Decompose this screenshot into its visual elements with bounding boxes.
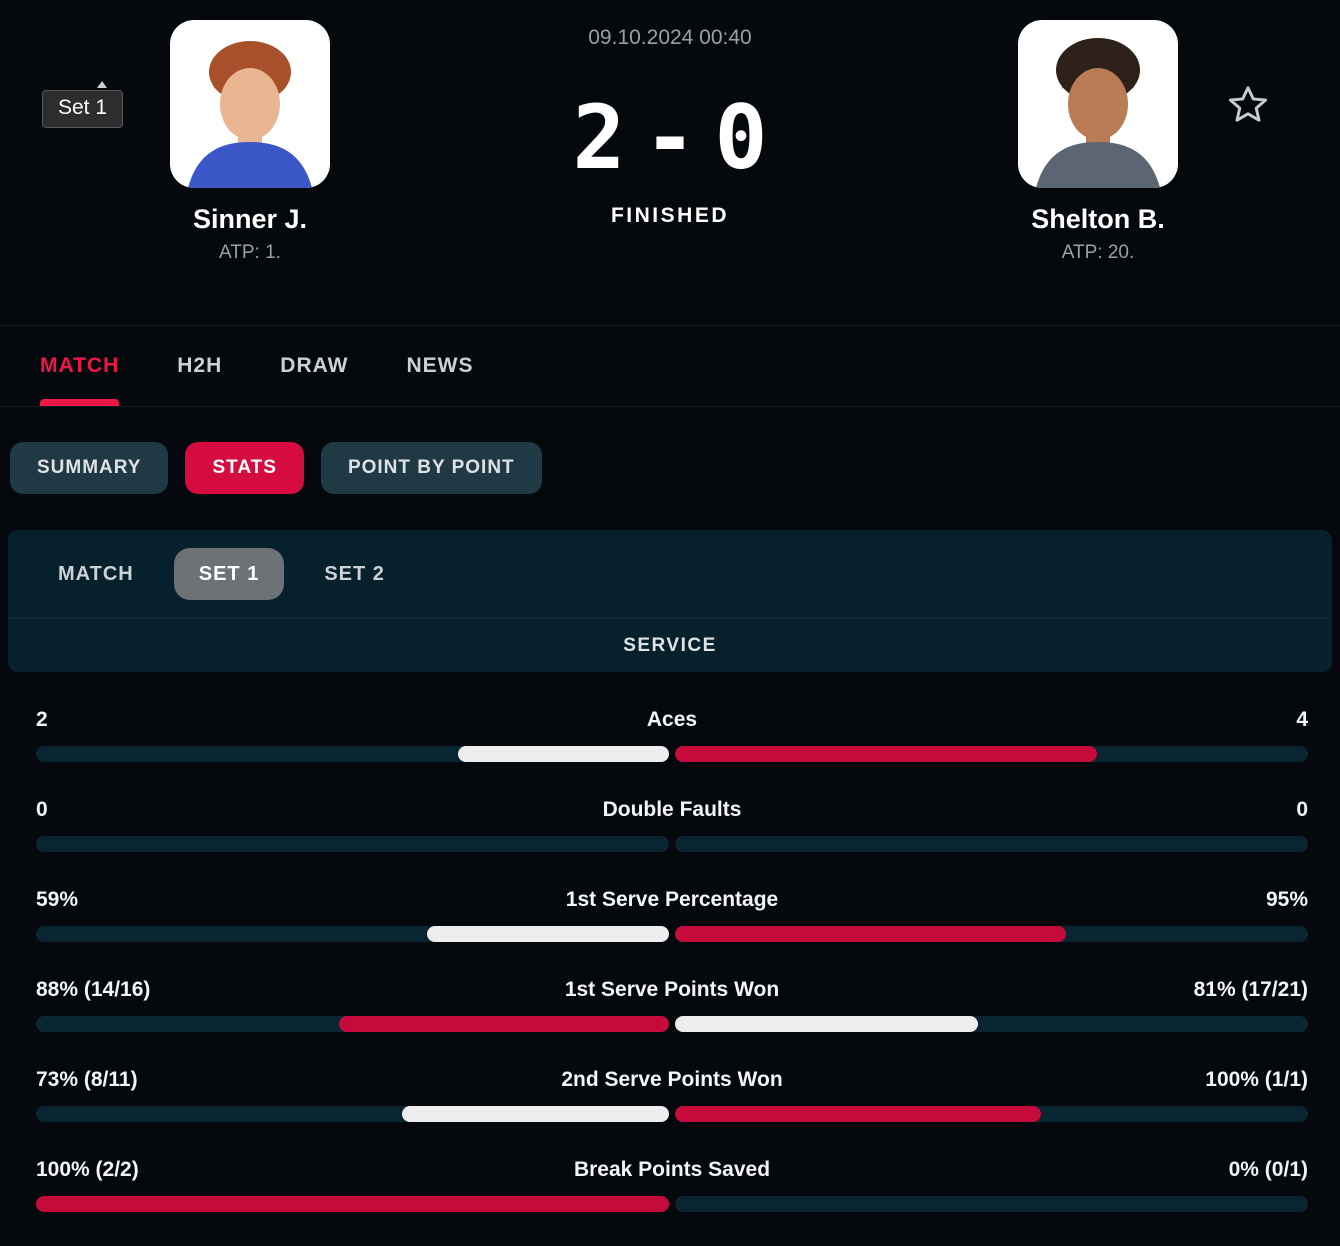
stat-title: Aces — [646, 708, 698, 731]
stat-row-break-points-saved: 100% (2/2) Break Points Saved 0% (0/1) — [36, 1158, 1308, 1212]
stat-bar-fill-away — [675, 746, 1098, 762]
player-away: Shelton B. ATP: 20. — [978, 20, 1218, 264]
stat-home-value: 100% (2/2) — [36, 1158, 139, 1181]
stat-home-value: 2 — [36, 708, 48, 731]
stat-away-value: 0% (0/1) — [1228, 1158, 1308, 1181]
stat-bars — [36, 836, 1308, 852]
stat-bar-fill-home — [339, 1016, 669, 1032]
stat-bar-track-away — [675, 836, 1308, 852]
player-home-avatar — [188, 41, 312, 188]
active-tab-underline — [40, 399, 120, 406]
section-header: SERVICE — [623, 634, 717, 656]
tab-match[interactable]: MATCH — [40, 326, 120, 406]
tab-news[interactable]: NEWS — [406, 326, 473, 406]
tab-draw[interactable]: DRAW — [280, 326, 348, 406]
match-score-block: 09.10.2024 00:40 2-0 FINISHED — [400, 0, 940, 228]
star-icon — [1228, 85, 1268, 122]
stat-row-2nd-serve-points-won: 73% (8/11) 2nd Serve Points Won 100% (1/1) — [36, 1068, 1308, 1122]
player-away-name[interactable]: Shelton B. — [1031, 204, 1165, 234]
stat-bar-track-away — [675, 1196, 1308, 1212]
scope-tab-set-1[interactable]: SET 1 — [173, 548, 285, 600]
stats-panel: MATCH SET 1 SET 2 SERVICE — [8, 530, 1332, 672]
stat-bar-track-home — [36, 1196, 669, 1212]
stat-bar-fill-away — [675, 926, 1066, 942]
stat-title: 2nd Serve Points Won — [561, 1068, 783, 1091]
match-score: 2-0 — [572, 86, 786, 189]
stat-away-value: 4 — [1296, 708, 1308, 731]
stat-bars — [36, 926, 1308, 942]
view-pill-row: SUMMARY STATS POINT BY POINT — [0, 407, 1340, 494]
stat-away-value: 0 — [1296, 798, 1308, 821]
stat-bar-fill-home — [36, 1196, 669, 1212]
player-home: Sinner J. ATP: 1. — [130, 20, 370, 264]
stat-labels: 59% 1st Serve Percentage 95% — [36, 888, 1308, 912]
stat-bar-track-home — [36, 1016, 669, 1032]
stat-bar-track-away — [675, 1016, 1308, 1032]
stat-row-1st-serve-points-won: 88% (14/16) 1st Serve Points Won 81% (17/2… — [36, 978, 1308, 1032]
player-away-avatar — [1036, 38, 1160, 188]
stat-bar-fill-away — [675, 1016, 979, 1032]
scope-tab-row: MATCH SET 1 SET 2 — [8, 530, 1332, 618]
stat-labels: 100% (2/2) Break Points Saved 0% (0/1) — [36, 1158, 1308, 1182]
stat-home-value: 0 — [36, 798, 48, 821]
stat-bar-track-home — [36, 1106, 669, 1122]
stat-home-value: 73% (8/11) — [36, 1068, 138, 1091]
stat-home-value: 88% (14/16) — [36, 978, 151, 1001]
panel-divider — [8, 618, 1332, 619]
stat-title: 1st Serve Points Won — [564, 978, 780, 1001]
stat-row-double-faults: 0 Double Faults 0 — [36, 798, 1308, 852]
stat-labels: 0 Double Faults 0 — [36, 798, 1308, 822]
stat-bar-fill-away — [675, 1106, 1041, 1122]
stat-bar-fill-home — [401, 1106, 669, 1122]
match-status: FINISHED — [610, 204, 729, 227]
tooltip-caret-icon — [97, 81, 107, 88]
stat-bars — [36, 1016, 1308, 1032]
player-home-photo[interactable] — [170, 20, 330, 188]
main-tab-bar: MATCH H2H DRAW NEWS — [0, 325, 1340, 407]
match-datetime: 09.10.2024 00:40 — [588, 26, 752, 49]
stat-bar-track-away — [675, 926, 1308, 942]
stat-bars — [36, 1196, 1308, 1212]
stat-row-1st-serve-percentage: 59% 1st Serve Percentage 95% — [36, 888, 1308, 942]
player-away-ranking: ATP: 20. — [1061, 242, 1135, 263]
stat-bars — [36, 1106, 1308, 1122]
match-header: Set 1 Sinner J. ATP: 1. 09.10.2024 00:40… — [0, 0, 1340, 325]
stat-away-value: 100% (1/1) — [1205, 1068, 1308, 1091]
pill-point-by-point[interactable]: POINT BY POINT — [320, 442, 542, 494]
stat-labels: 88% (14/16) 1st Serve Points Won 81% (17/2… — [36, 978, 1308, 1002]
scope-tab-set-2[interactable]: SET 2 — [324, 548, 385, 600]
stat-title: Double Faults — [602, 798, 742, 821]
stat-bar-track-home — [36, 836, 669, 852]
stat-labels: 73% (8/11) 2nd Serve Points Won 100% (1/1) — [36, 1068, 1308, 1092]
player-home-ranking: ATP: 1. — [219, 242, 281, 263]
player-away-photo[interactable] — [1018, 20, 1178, 188]
stat-away-value: 81% (17/21) — [1193, 978, 1308, 1001]
stat-title: Break Points Saved — [573, 1158, 771, 1181]
pill-summary[interactable]: SUMMARY — [10, 442, 169, 494]
stat-labels: 2 Aces 4 — [36, 708, 1308, 732]
stat-bar-track-away — [675, 1106, 1308, 1122]
stat-bar-fill-home — [458, 746, 669, 762]
pill-stats[interactable]: STATS — [185, 442, 304, 494]
set-tooltip-label: Set 1 — [58, 96, 108, 119]
player-home-name[interactable]: Sinner J. — [192, 204, 308, 234]
favorite-star-button[interactable] — [1224, 82, 1272, 130]
stat-row-aces: 2 Aces 4 — [36, 708, 1308, 762]
stat-bars — [36, 746, 1308, 762]
stat-bar-fill-home — [426, 926, 669, 942]
stat-bar-track-home — [36, 746, 669, 762]
stats-list: 2 Aces 4 0 Double Faults 0 59% 1st Serve Percen… — [0, 672, 1340, 1212]
stat-title: 1st Serve Percentage — [565, 888, 779, 911]
stat-bar-track-home — [36, 926, 669, 942]
stat-bar-track-away — [675, 746, 1308, 762]
stat-home-value: 59% — [36, 888, 79, 911]
stat-away-value: 95% — [1265, 888, 1308, 911]
tab-h2h[interactable]: H2H — [177, 326, 222, 406]
scope-tab-match[interactable]: MATCH — [58, 548, 134, 600]
set-tooltip: Set 1 — [42, 90, 124, 128]
